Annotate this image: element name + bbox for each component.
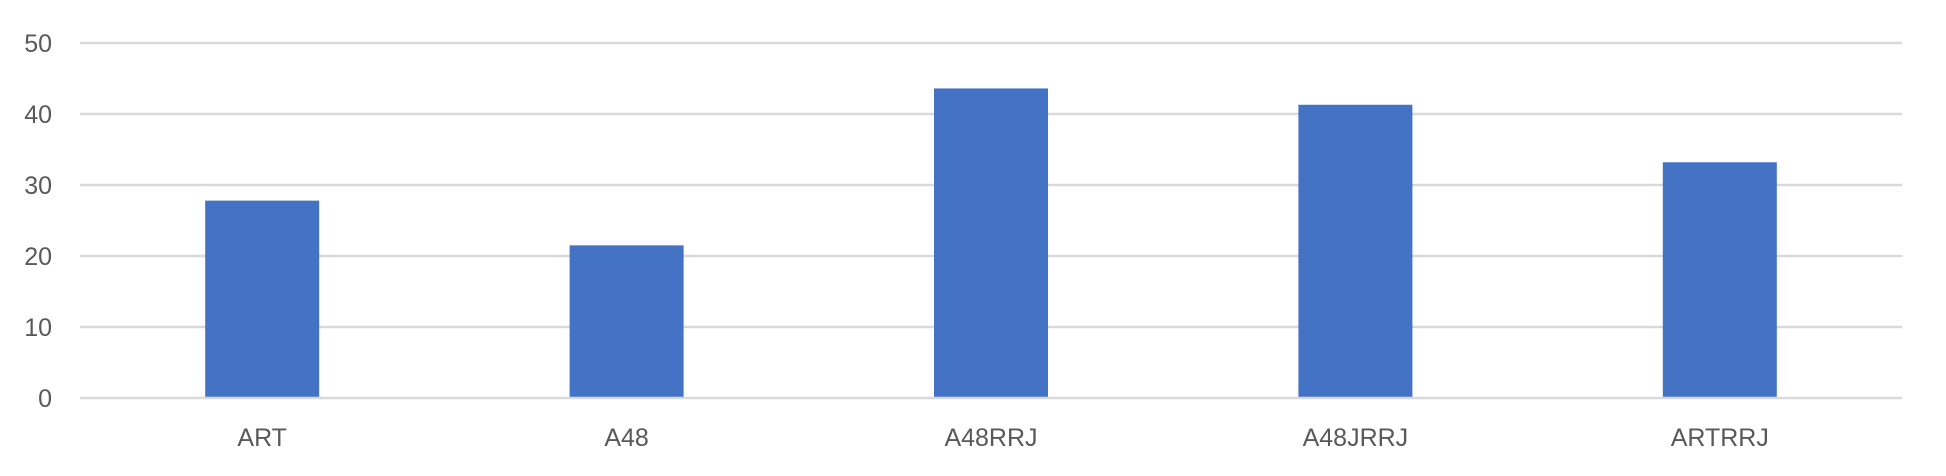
y-tick-label: 10 [24, 314, 52, 342]
x-tick-label: ART [237, 424, 287, 452]
y-tick-label: 50 [24, 30, 52, 58]
bar-art [205, 200, 320, 398]
bar-a48rrj [934, 88, 1048, 398]
bar-a48 [569, 245, 684, 398]
x-tick-label: ARTRRJ [1671, 424, 1769, 452]
bar-artrrj [1662, 162, 1777, 398]
x-tick-label: A48JRRJ [1303, 424, 1409, 452]
x-axis-ticks: ART A48 A48RRJ A48JRRJ ARTRRJ [237, 424, 1768, 452]
y-tick-label: 40 [24, 101, 52, 129]
bars [205, 88, 1777, 399]
y-tick-label: 20 [24, 243, 52, 271]
y-tick-label: 0 [38, 385, 52, 413]
x-tick-label: A48RRJ [944, 424, 1037, 452]
y-axis-ticks: 0 10 20 30 40 50 [24, 30, 52, 413]
x-tick-label: A48 [604, 424, 648, 452]
bar-a48jrrj [1298, 104, 1413, 399]
y-tick-label: 30 [24, 172, 52, 200]
